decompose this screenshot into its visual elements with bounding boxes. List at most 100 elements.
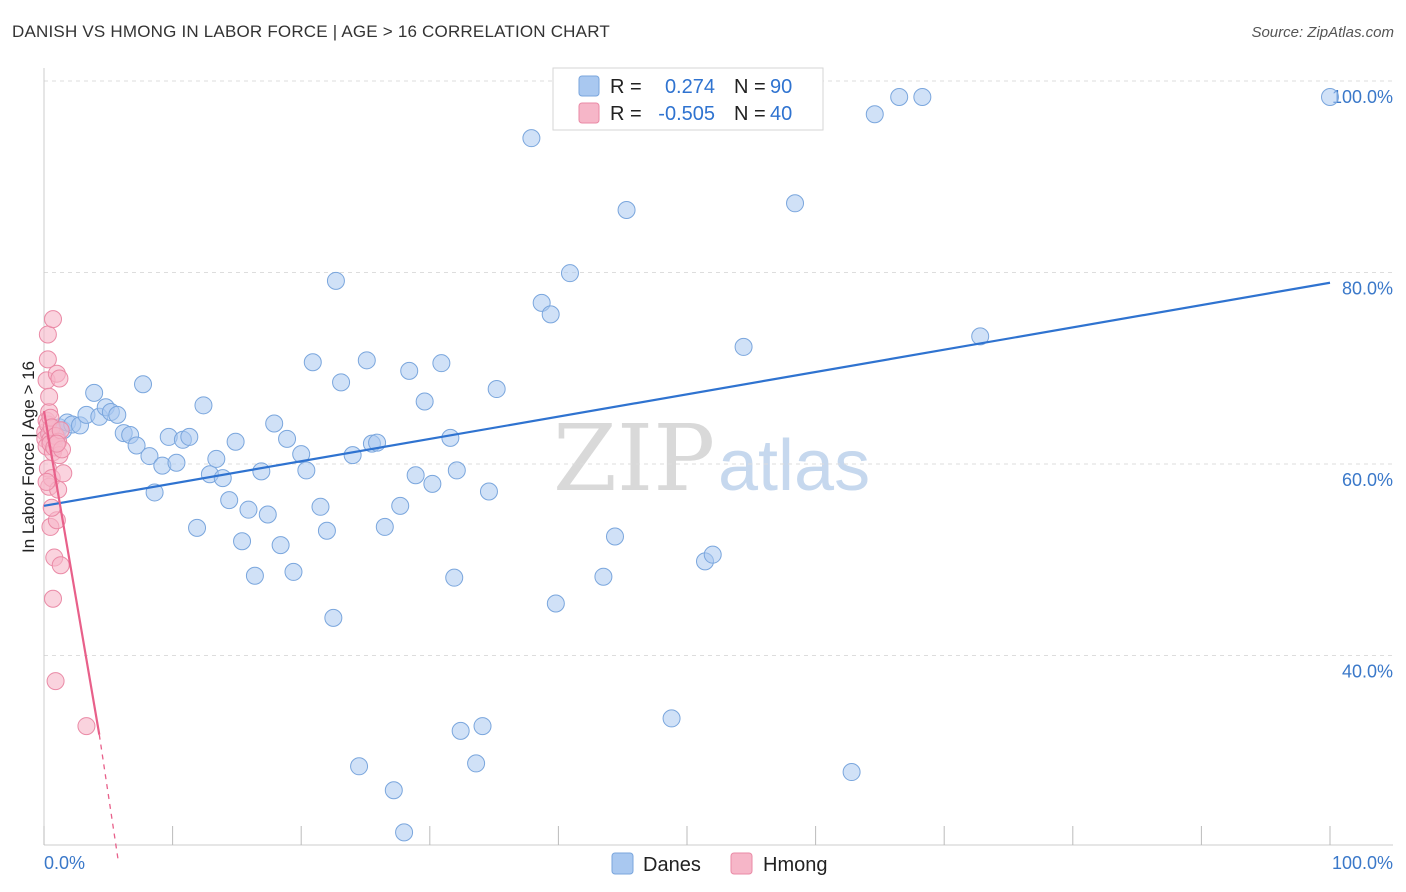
legend-danes-n-value: 90	[770, 76, 792, 98]
danes-point	[617, 200, 636, 219]
danes-point	[326, 271, 345, 290]
danes-point	[303, 353, 322, 372]
watermark-zip: ZIP	[553, 405, 715, 512]
danes-point	[479, 482, 498, 501]
danes-point	[311, 497, 330, 516]
hmong-point	[42, 498, 61, 517]
danes-point	[786, 194, 805, 213]
danes-point	[284, 562, 303, 581]
trend-lines	[42, 281, 1331, 864]
x-tick-label-min: 0.0%	[44, 853, 85, 873]
danes-point	[213, 469, 232, 488]
danes-point	[605, 527, 624, 546]
danes-point	[265, 414, 284, 433]
legend-bottom-hmong-swatch	[730, 852, 753, 875]
danes-point	[252, 462, 271, 481]
hmong-point	[38, 350, 57, 369]
danes-point	[233, 532, 252, 551]
danes-point	[423, 474, 442, 493]
hmong-point	[51, 556, 70, 575]
danes-point	[487, 380, 506, 399]
danes-point	[890, 88, 909, 106]
danes-point	[108, 405, 127, 424]
danes-point	[343, 446, 362, 465]
danes-point	[375, 517, 394, 536]
danes-point	[271, 536, 290, 555]
chart-title: DANISH VS HMONG IN LABOR FORCE | AGE > 1…	[12, 22, 610, 41]
danes-point	[384, 781, 403, 800]
legend-bottom-danes-label: Danes	[643, 854, 701, 876]
danes-point	[140, 447, 159, 466]
danes-point	[467, 754, 486, 773]
danes-point	[134, 375, 153, 394]
legend-bottom-hmong-label: Hmong	[763, 854, 827, 876]
legend-top: R = 0.274 N = 90 R = -0.505 N = 40	[552, 67, 824, 131]
danes-point	[415, 392, 434, 411]
danes-point	[395, 823, 414, 842]
hmong-point	[40, 387, 59, 406]
legend-bottom: Danes Hmong	[611, 852, 827, 876]
legend-danes-r-label: R =	[610, 76, 642, 98]
legend-danes-n-label: N =	[734, 76, 766, 98]
danes-point	[971, 327, 990, 346]
danes-point	[445, 568, 464, 587]
watermark-atlas: atlas	[718, 426, 870, 506]
danes-point	[245, 566, 264, 585]
legend-danes-swatch	[578, 75, 600, 97]
hmong-point	[37, 472, 56, 491]
danes-point	[188, 518, 207, 537]
danes-point	[292, 445, 311, 464]
danes-point	[546, 594, 565, 613]
danes-point	[180, 427, 199, 446]
danes-trend-line	[43, 281, 1331, 507]
danes-point	[127, 436, 146, 455]
danes-point	[278, 429, 297, 448]
danes-point	[350, 757, 369, 776]
legend-bottom-danes-swatch	[611, 852, 634, 875]
hmong-points	[36, 310, 96, 736]
y-tick-labels: 40.0% 60.0% 80.0% 100.0%	[1332, 87, 1393, 682]
danes-point	[913, 88, 932, 106]
danes-point	[226, 432, 245, 451]
danes-point	[297, 461, 316, 480]
danes-point	[594, 567, 613, 586]
grid-lines	[44, 80, 1393, 656]
axes	[43, 68, 1393, 846]
hmong-trend-line-extension	[98, 734, 120, 864]
chart-source: Source: ZipAtlas.com	[1251, 24, 1394, 41]
legend-hmong-r-value: -0.505	[658, 103, 715, 125]
danes-point	[451, 721, 470, 740]
danes-point	[560, 264, 579, 283]
danes-point	[220, 491, 239, 510]
danes-point	[406, 466, 425, 485]
danes-point	[239, 500, 258, 519]
danes-point	[85, 383, 104, 402]
hmong-point	[38, 325, 57, 344]
hmong-point	[44, 589, 63, 608]
danes-point	[167, 453, 186, 472]
y-tick-label: 60.0%	[1342, 470, 1393, 490]
danes-point	[258, 505, 277, 524]
danes-point	[317, 521, 336, 540]
danes-point	[432, 354, 451, 373]
legend-hmong-r-label: R =	[610, 103, 642, 125]
danes-point	[662, 709, 681, 728]
danes-point	[194, 396, 213, 415]
danes-point	[324, 608, 343, 627]
y-tick-label: 80.0%	[1342, 279, 1393, 299]
danes-point	[357, 351, 376, 370]
legend-hmong-n-label: N =	[734, 103, 766, 125]
y-tick-label: 40.0%	[1342, 662, 1393, 682]
y-tick-label: 100.0%	[1332, 87, 1393, 107]
x-tick-label-max: 100.0%	[1332, 853, 1393, 873]
danes-point	[441, 428, 460, 447]
hmong-point	[50, 369, 69, 388]
danes-point	[400, 361, 419, 380]
y-axis-title: In Labor Force | Age > 16	[19, 361, 38, 553]
danes-point	[842, 763, 861, 782]
danes-point	[865, 105, 884, 124]
legend-hmong-n-value: 40	[770, 103, 792, 125]
danes-point	[207, 449, 226, 468]
danes-point	[703, 545, 722, 564]
